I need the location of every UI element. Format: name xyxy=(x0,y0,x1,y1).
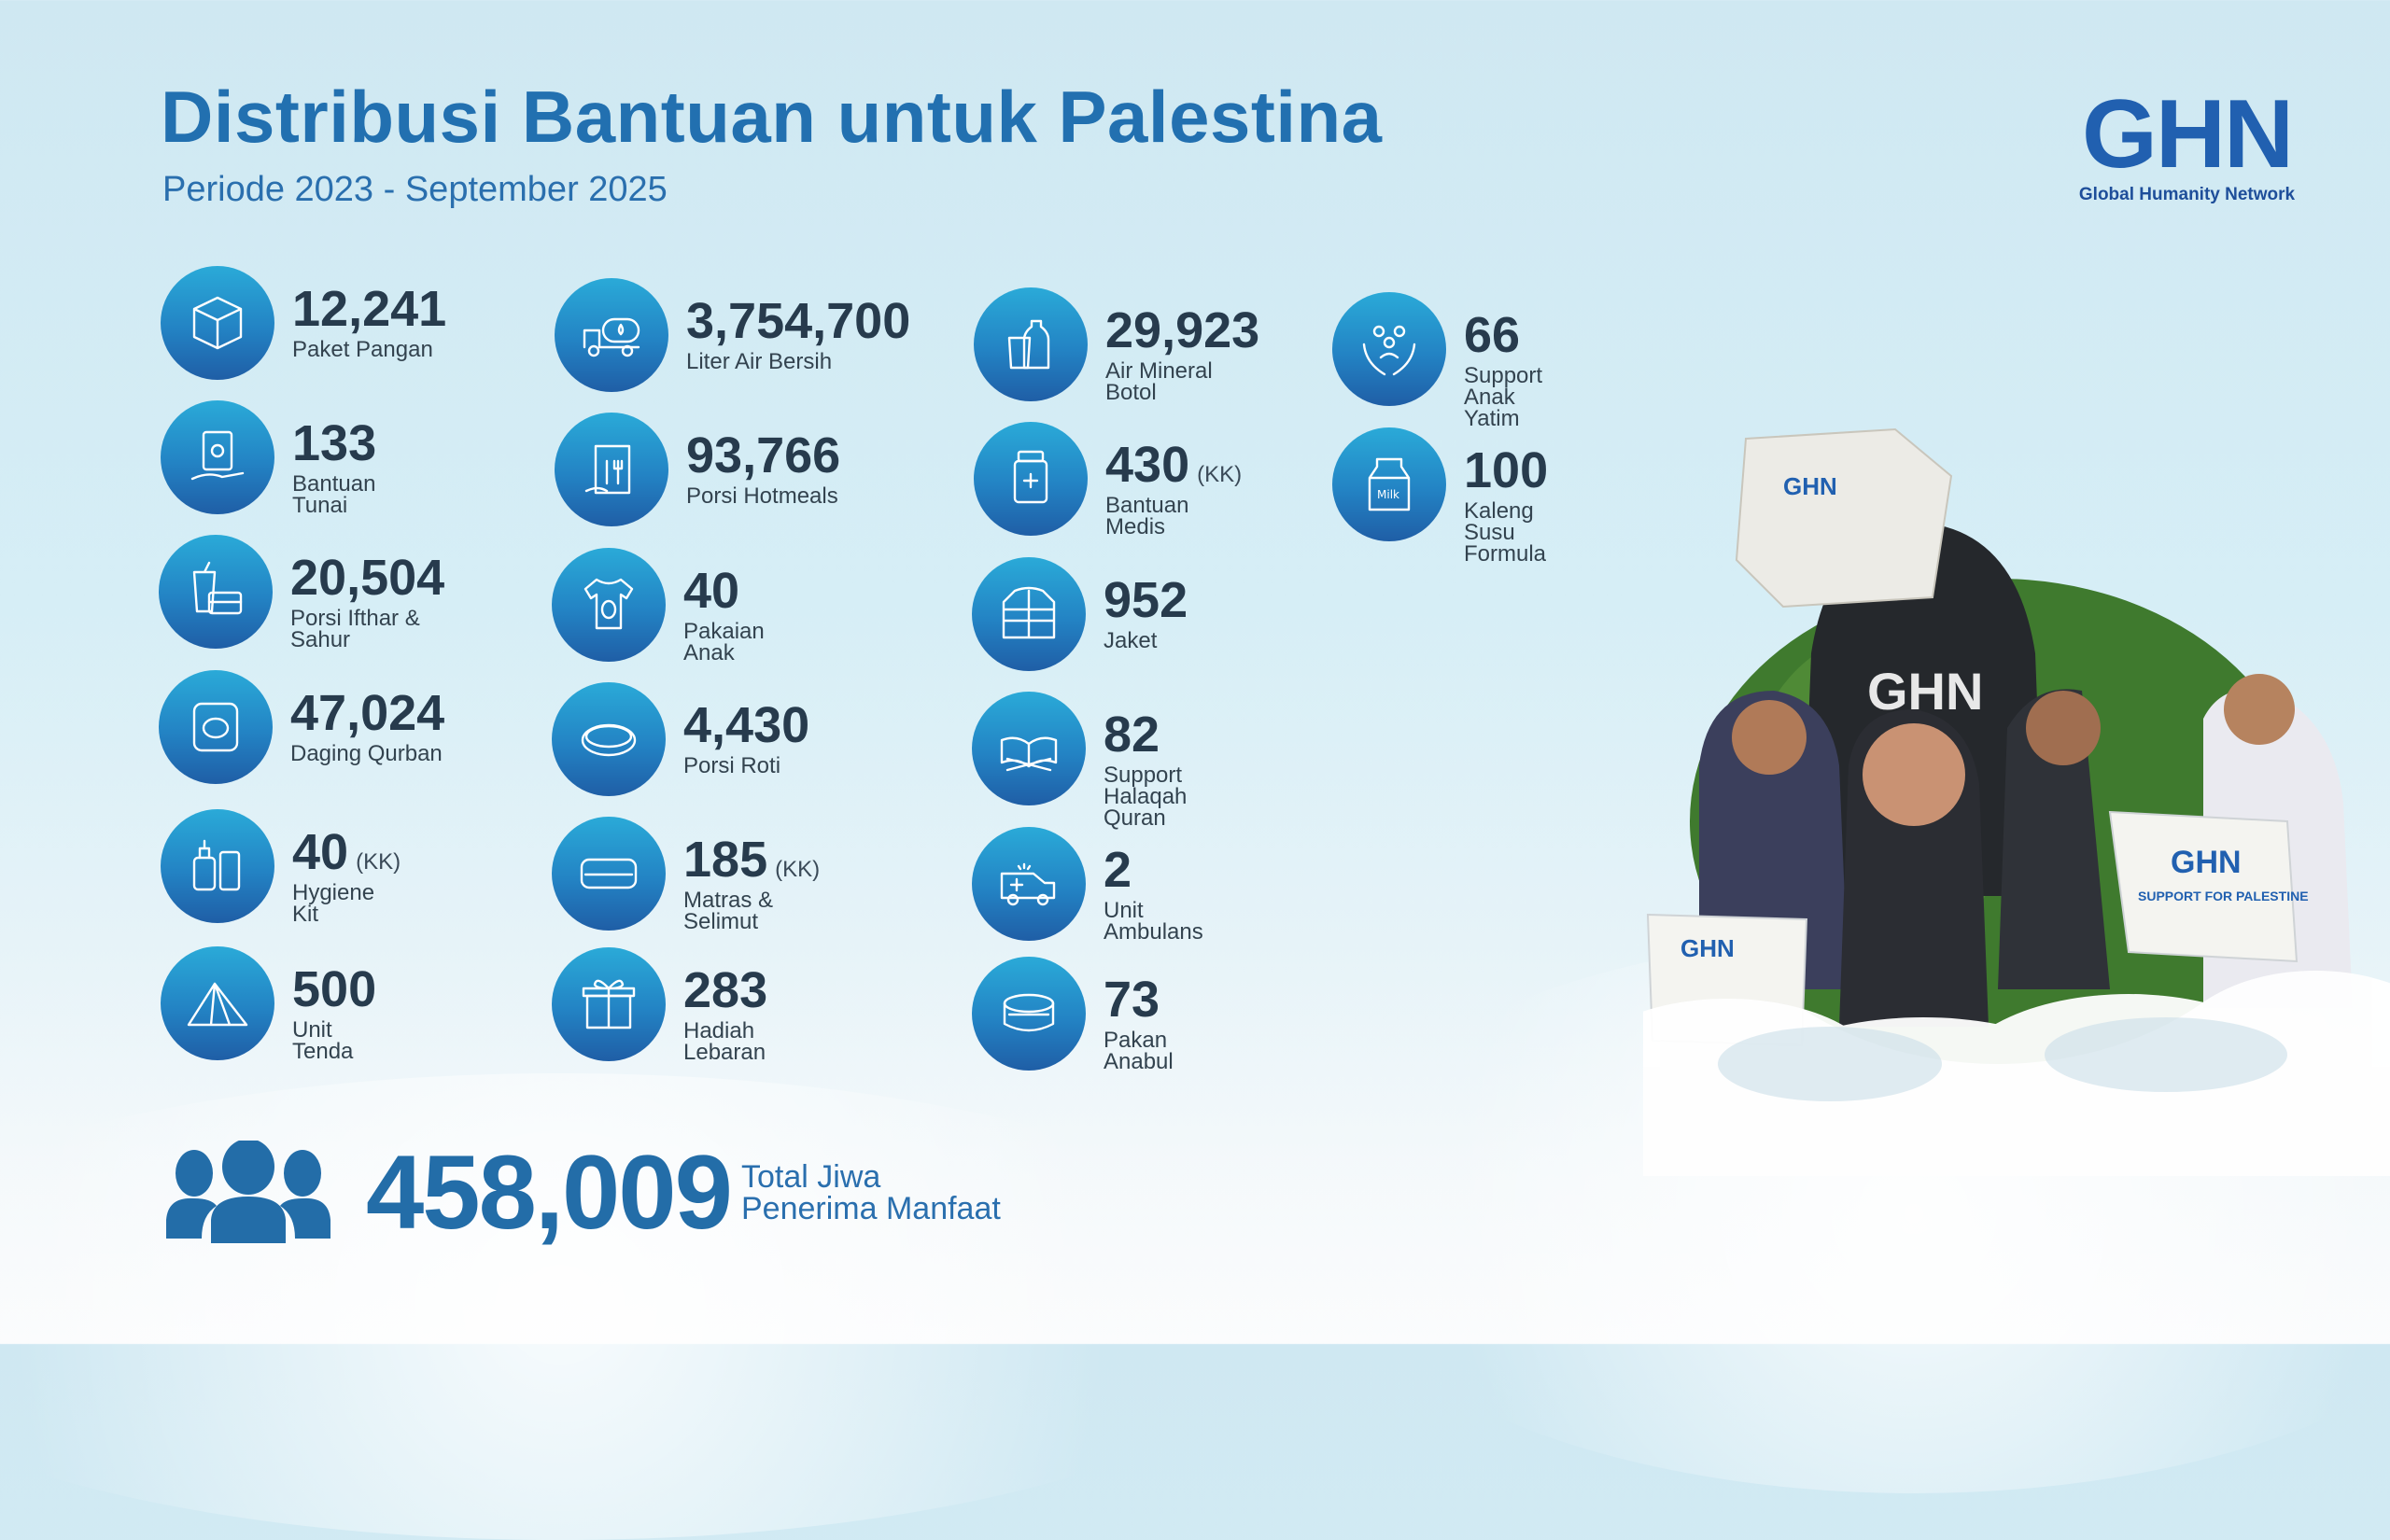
stat-value: 73 xyxy=(1104,972,1160,1028)
bread-icon xyxy=(552,682,666,796)
gift-icon xyxy=(552,947,666,1061)
stat-label: Support Anak Yatim xyxy=(1464,363,1543,431)
people-group-icon xyxy=(164,1139,332,1248)
orphan-care-icon xyxy=(1332,292,1446,406)
stat-label: Liter Air Bersih xyxy=(686,349,833,374)
meal-bag-icon xyxy=(555,413,668,526)
stat-label: Matras & Selimut xyxy=(683,888,774,934)
stat-label: Porsi Roti xyxy=(683,753,781,778)
stat-label: Jaket xyxy=(1104,628,1158,653)
stat-value: 100 xyxy=(1464,442,1549,498)
stat-value: 952 xyxy=(1104,572,1188,628)
stat-value: 430 (KK) xyxy=(1105,437,1243,493)
stat-label: Air Mineral Botol xyxy=(1105,358,1213,405)
stat-value: 4,430 xyxy=(683,697,810,753)
stat-value: 283 xyxy=(683,962,768,1018)
svg-text:Milk: Milk xyxy=(1377,488,1399,501)
mattress-icon xyxy=(552,817,666,931)
photo-box-text: SUPPORT FOR PALESTINE xyxy=(2138,889,2309,903)
stat-value: 2 xyxy=(1104,842,1132,898)
milk-icon: Milk xyxy=(1332,427,1446,541)
stat-label: Bantuan Tunai xyxy=(292,471,376,518)
stat-value: 133 xyxy=(292,415,377,471)
stat-value: 29,923 xyxy=(1105,302,1260,358)
baby-clothes-icon xyxy=(552,548,666,662)
stat-value: 12,241 xyxy=(292,281,447,337)
canned-meat-icon xyxy=(159,670,273,784)
quran-icon xyxy=(972,692,1086,805)
svg-text:GHN: GHN xyxy=(1783,472,1837,500)
stat-label: Daging Qurban xyxy=(290,741,443,766)
stat-unit: (KK) xyxy=(356,849,401,875)
stat-label: Pakan Anabul xyxy=(1104,1028,1174,1074)
stat-value: 40 (KK) xyxy=(292,824,401,880)
volunteers-photo: GHN GHN GHN SUPPORT FOR PALESTINE GHN xyxy=(1568,411,2390,1223)
stat-label: Hygiene Kit xyxy=(292,880,375,927)
total-beneficiaries-value: 458,009 xyxy=(366,1134,733,1251)
logo-name: Global Humanity Network xyxy=(2078,185,2296,204)
stat-value: 500 xyxy=(292,961,377,1017)
stat-unit: (KK) xyxy=(775,857,821,882)
water-bottle-icon xyxy=(974,287,1088,401)
stat-label: Bantuan Medis xyxy=(1105,493,1189,539)
stat-label: Porsi Hotmeals xyxy=(686,483,838,509)
svg-text:GHN: GHN xyxy=(1680,934,1735,962)
photo-shirt-logo: GHN xyxy=(1867,662,1983,721)
ghn-logo: GHN Global Humanity Network xyxy=(2063,86,2311,205)
total-beneficiaries-label: Total Jiwa Penerima Manfaat xyxy=(741,1161,1001,1225)
jacket-icon xyxy=(972,557,1086,671)
stat-value: 3,754,700 xyxy=(686,293,911,349)
cash-hand-icon xyxy=(161,400,274,514)
stat-label: Support Halaqah Quran xyxy=(1104,763,1188,831)
box-icon xyxy=(161,266,274,380)
drink-food-box-icon xyxy=(159,535,273,649)
stat-value: 20,504 xyxy=(290,550,445,606)
stat-label: Paket Pangan xyxy=(292,337,433,362)
stat-label: Pakaian Anak xyxy=(683,619,765,665)
total-label-line1: Total Jiwa xyxy=(741,1159,881,1195)
page-title: Distribusi Bantuan untuk Palestina xyxy=(161,76,1383,158)
stat-value: 185 (KK) xyxy=(683,832,821,888)
stat-label: Unit Tenda xyxy=(292,1017,354,1064)
medicine-icon xyxy=(974,422,1088,536)
page-subtitle: Periode 2023 - September 2025 xyxy=(162,170,668,209)
stat-label: Hadiah Lebaran xyxy=(683,1018,766,1065)
total-label-line2: Penerima Manfaat xyxy=(741,1191,1001,1226)
logo-mark: GHN xyxy=(2081,80,2294,189)
water-truck-icon xyxy=(555,278,668,392)
stat-label: Unit Ambulans xyxy=(1104,898,1203,945)
stat-value: 82 xyxy=(1104,707,1160,763)
stat-value: 66 xyxy=(1464,307,1521,363)
stat-value: 40 xyxy=(683,563,740,619)
pet-food-can-icon xyxy=(972,957,1086,1071)
hygiene-bottles-icon xyxy=(161,809,274,923)
ambulance-icon xyxy=(972,827,1086,941)
stat-value: 93,766 xyxy=(686,427,841,483)
stat-label: Kaleng Susu Formula xyxy=(1464,498,1547,567)
stat-value: 47,024 xyxy=(290,685,445,741)
stat-label: Porsi Ifthar & Sahur xyxy=(290,606,420,652)
tent-icon xyxy=(161,946,274,1060)
photo-box-logo: GHN xyxy=(2171,845,2242,880)
stat-unit: (KK) xyxy=(1197,462,1243,487)
